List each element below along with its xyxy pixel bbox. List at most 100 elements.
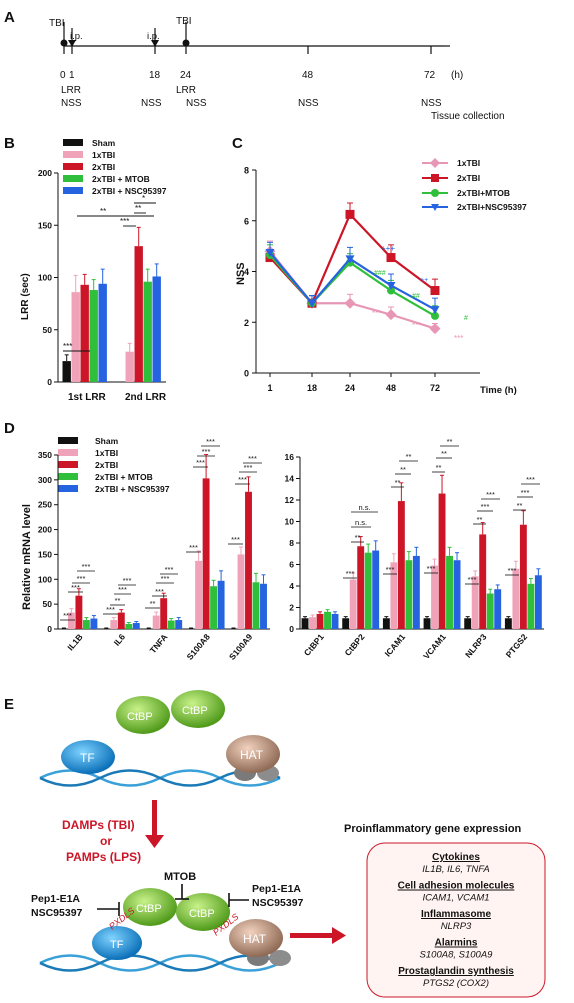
bar (349, 579, 357, 629)
bar (405, 560, 413, 629)
data-point (307, 299, 317, 308)
y-tick-label: 150 (38, 549, 52, 559)
panel-d-legend: Sham 1xTBI 2xTBI 2xTBI + MTOB 2xTBI + NS… (58, 436, 170, 494)
data-point (386, 253, 396, 263)
right-inhibit-icon (228, 893, 249, 907)
legend-b-1xtbi: 1xTBI (92, 150, 115, 160)
panel-c-letter: C (232, 135, 243, 152)
data-point (387, 286, 395, 295)
sig-label: *** (123, 576, 132, 585)
sig-b-1: ** (100, 207, 106, 216)
bar (90, 618, 98, 629)
ip-arrow-18 (151, 40, 159, 47)
sig-label: *** (165, 565, 174, 574)
bar (217, 580, 225, 629)
inhibitor-right-2: NSC95397 (252, 897, 304, 909)
sig-label: *** (63, 611, 72, 620)
tf-label-top: TF (80, 751, 95, 765)
sig-label: *** (508, 566, 517, 575)
bar (102, 628, 110, 630)
bar (364, 552, 372, 629)
bar (125, 624, 133, 629)
mark-c-plus24: +++ (381, 244, 395, 253)
legend-b-mtob: 2xTBI + MTOB (92, 174, 150, 184)
legend-c-mtob: 2xTBI+MTOB (457, 188, 510, 198)
data-point (345, 209, 355, 219)
category-label: VCAM1 (421, 632, 448, 661)
bar (143, 281, 152, 382)
hat-protein-top (226, 735, 280, 773)
sig-label: *** (106, 605, 115, 614)
mtob-inhibit-icon (175, 884, 189, 900)
group-label-2nd: 2nd LRR (125, 392, 167, 403)
ctbp-protein-bottom-2 (176, 893, 230, 931)
sig-label: *** (238, 475, 247, 484)
legend-b-sham: Sham (92, 138, 116, 148)
bar (230, 628, 237, 630)
y-tick-label: 6 (289, 560, 294, 570)
y-tick-label: 0 (47, 377, 52, 387)
bar (195, 560, 203, 629)
hat-label-bottom: HAT (243, 932, 267, 946)
panel-e-letter: E (4, 696, 14, 713)
nss-48: NSS (298, 98, 319, 109)
sig-label: *** (155, 587, 164, 596)
category-genes: ICAM1, VCAM1 (422, 893, 489, 904)
bar (412, 555, 420, 629)
category-name: Cell adhesion molecules (398, 881, 515, 892)
bar (342, 618, 350, 629)
bar (71, 292, 80, 382)
mark-c-hash48: ## (412, 293, 420, 300)
category-genes: S100A8, S100A9 (420, 950, 494, 961)
category-label: IL1B (65, 632, 85, 653)
lrr-24: LRR (176, 85, 196, 96)
mark-c-hash72: # (464, 315, 468, 322)
tick-24: 24 (180, 70, 192, 81)
sig-label: ** (441, 449, 447, 458)
panel-b-ylabel: LRR (sec) (20, 273, 31, 320)
x-tick-label: 1 (267, 383, 272, 393)
inhibitor-right-1: Pep1-E1A (252, 883, 301, 895)
bar (260, 583, 267, 629)
bar (519, 524, 527, 629)
legend-d-nsc: 2xTBI + NSC95397 (95, 484, 170, 494)
hat-protein-bottom (229, 919, 283, 957)
ctbp-label-top-2: CtBP (182, 705, 208, 717)
sig-label: ** (517, 501, 523, 510)
y-tick-label: 350 (38, 450, 52, 460)
panel-d-right-chart: 0 2 4 6 8 10 12 14 16 CtBP1 CtBP2 ICAM1 VCAM1 NLRP3 PT… (285, 452, 544, 661)
y-tick-label: 4 (244, 267, 249, 277)
bar (494, 589, 502, 629)
sig-label: *** (118, 585, 127, 594)
category-name: Inflammasome (421, 909, 491, 920)
category-label: IL6 (112, 632, 128, 648)
sig-label: *** (526, 475, 535, 484)
y-tick-label: 10 (285, 517, 295, 527)
legend-c-1xtbi: 1xTBI (457, 158, 480, 168)
trigger-damps: DAMPs (TBI) (62, 818, 135, 832)
sig-label: *** (427, 564, 436, 573)
sig-label: n.s. (358, 503, 370, 512)
tissue-collection: Tissue collection (431, 111, 505, 122)
nss-18: NSS (141, 98, 162, 109)
legend-d-1xtbi: 1xTBI (95, 448, 118, 458)
tick-18: 18 (149, 70, 161, 81)
bar (357, 546, 365, 629)
bar (152, 615, 160, 629)
data-point (385, 309, 397, 321)
panel-c-marks: *** *** *** +++ ### ## ++ # (372, 244, 468, 343)
data-point (431, 311, 439, 320)
bar (527, 583, 535, 629)
bar (202, 478, 210, 629)
data-point (265, 248, 275, 257)
bar (237, 554, 245, 629)
sig-label: *** (202, 447, 211, 456)
y-tick-label: 200 (38, 168, 52, 178)
bar (160, 598, 168, 629)
legend-d-2xtbi: 2xTBI (95, 460, 118, 470)
sig-label: ** (355, 533, 361, 542)
tbi-dot-24 (182, 39, 190, 47)
category-genes: NLRP3 (441, 921, 472, 932)
panel-b-letter: B (4, 135, 15, 152)
panel-a-letter: A (4, 9, 15, 26)
